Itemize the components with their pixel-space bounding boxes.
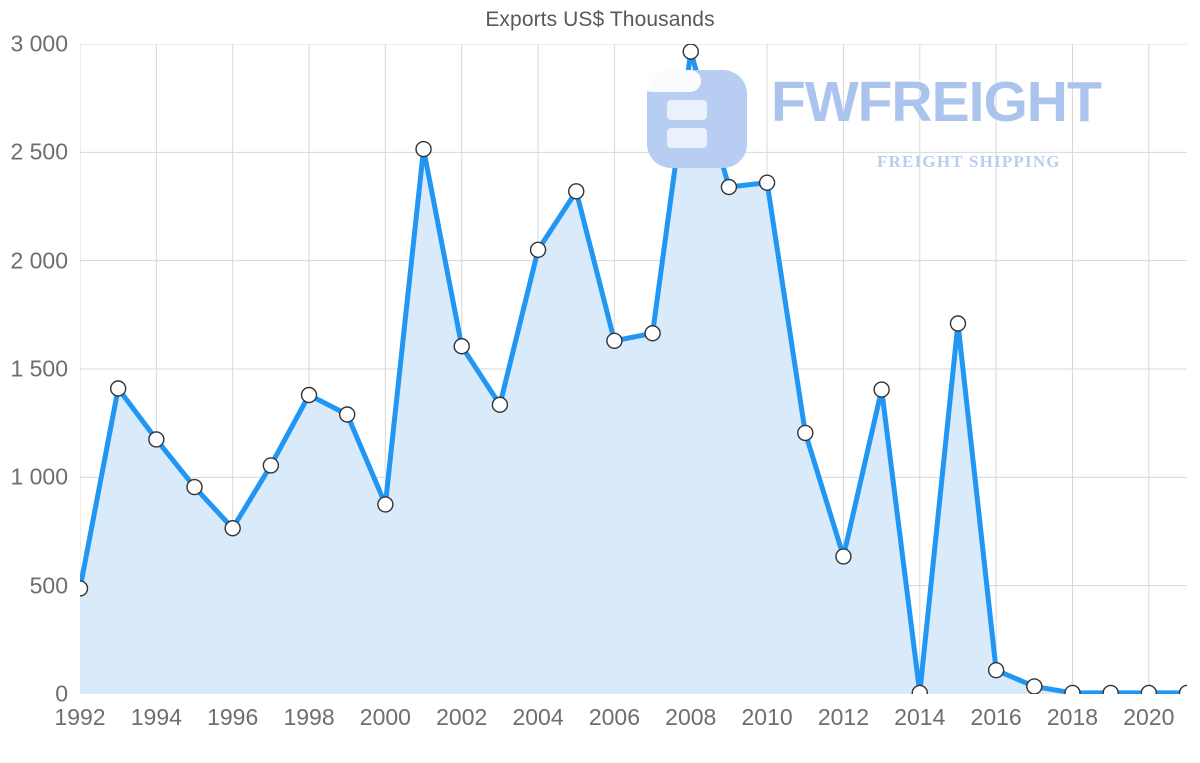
data-point-marker[interactable] [911, 684, 928, 694]
y-axis-tick-label: 1 500 [10, 355, 68, 382]
data-point-marker[interactable] [797, 424, 814, 442]
y-axis-tick-label: 3 000 [10, 30, 68, 57]
x-axis-tick-label: 2014 [894, 704, 946, 730]
x-axis-tick-label: 1994 [130, 704, 182, 730]
series-area-fill [80, 51, 1187, 694]
y-axis-tick-label: 500 [29, 572, 68, 599]
x-axis-tick-label: 2006 [588, 704, 640, 730]
y-axis-tick-label: 2 500 [10, 138, 68, 165]
data-point-marker[interactable] [80, 580, 89, 597]
y-axis-tick-label: 1 000 [10, 463, 68, 490]
data-point-marker[interactable] [758, 174, 776, 191]
data-point-marker[interactable] [224, 520, 241, 537]
plot-area [80, 44, 1187, 694]
x-axis-tick-label: 2004 [512, 704, 564, 730]
chart-title: Exports US$ Thousands [485, 8, 715, 31]
data-point-marker[interactable] [415, 140, 432, 158]
data-point-marker[interactable] [720, 178, 738, 196]
data-point-marker[interactable] [186, 478, 203, 496]
data-point-marker[interactable] [109, 380, 127, 397]
data-point-marker[interactable] [339, 406, 356, 423]
area-line-chart-svg [80, 44, 1187, 694]
x-axis-tick-label: 2002 [436, 704, 488, 730]
data-point-marker[interactable] [873, 381, 890, 398]
data-point-marker[interactable] [300, 386, 318, 404]
y-axis-tick-label: 2 000 [10, 247, 68, 274]
data-point-marker[interactable] [262, 457, 280, 474]
data-point-marker[interactable] [682, 44, 699, 60]
x-axis-tick-label: 1992 [54, 704, 106, 730]
data-point-marker[interactable] [568, 183, 585, 200]
series-markers [80, 44, 1187, 694]
data-point-marker[interactable] [1140, 684, 1158, 694]
x-axis-tick-label: 2010 [741, 704, 793, 730]
x-axis-tick-label: 1996 [207, 704, 259, 730]
data-point-marker[interactable] [1064, 684, 1081, 694]
data-point-marker[interactable] [987, 661, 1005, 679]
data-point-marker[interactable] [835, 548, 852, 565]
data-point-marker[interactable] [491, 396, 509, 413]
data-point-marker[interactable] [1026, 678, 1043, 694]
x-axis-tick-label: 2000 [359, 704, 411, 730]
y-axis-tick-label: 0 [55, 680, 68, 707]
data-point-marker[interactable] [377, 496, 394, 513]
data-point-marker[interactable] [453, 338, 470, 355]
x-axis-tick-label: 2020 [1123, 704, 1175, 730]
x-axis-tick-label: 2008 [665, 704, 717, 730]
data-point-marker[interactable] [1178, 684, 1188, 694]
x-axis-tick-label: 2018 [1046, 704, 1099, 730]
data-point-marker[interactable] [148, 431, 165, 448]
data-point-marker[interactable] [1102, 684, 1119, 694]
x-axis-tick-label: 2016 [970, 704, 1022, 730]
data-point-marker[interactable] [949, 315, 967, 332]
data-point-marker[interactable] [529, 241, 547, 259]
data-point-marker[interactable] [606, 332, 623, 350]
x-axis-tick-label: 1998 [283, 704, 335, 730]
data-point-marker[interactable] [644, 325, 661, 342]
x-axis-tick-label: 2012 [817, 704, 870, 730]
